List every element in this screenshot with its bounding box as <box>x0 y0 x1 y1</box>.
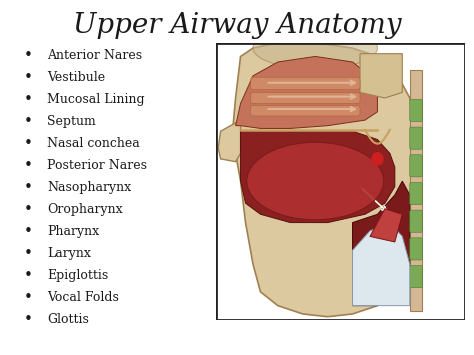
Polygon shape <box>236 56 377 129</box>
Text: Glottis: Glottis <box>47 313 89 326</box>
Polygon shape <box>240 131 395 223</box>
Text: •: • <box>24 202 33 217</box>
FancyBboxPatch shape <box>410 210 422 232</box>
Text: •: • <box>24 114 33 129</box>
Text: •: • <box>24 268 33 283</box>
FancyBboxPatch shape <box>410 182 422 204</box>
FancyBboxPatch shape <box>410 155 422 177</box>
Text: Mucosal Lining: Mucosal Lining <box>47 93 145 105</box>
Text: •: • <box>24 136 33 151</box>
Circle shape <box>371 152 383 166</box>
FancyBboxPatch shape <box>250 92 360 104</box>
Text: Epiglottis: Epiglottis <box>47 269 109 282</box>
Text: Vocal Folds: Vocal Folds <box>47 291 119 304</box>
Text: •: • <box>24 70 33 84</box>
Polygon shape <box>353 223 410 306</box>
Text: •: • <box>24 48 33 62</box>
FancyBboxPatch shape <box>410 127 422 149</box>
Text: Nasal conchea: Nasal conchea <box>47 137 140 149</box>
FancyBboxPatch shape <box>250 77 360 90</box>
Text: •: • <box>24 290 33 305</box>
Polygon shape <box>360 54 402 98</box>
FancyBboxPatch shape <box>250 105 360 116</box>
Text: Anterior Nares: Anterior Nares <box>47 49 143 61</box>
Text: •: • <box>24 180 33 195</box>
Text: •: • <box>24 158 33 173</box>
FancyBboxPatch shape <box>410 99 422 121</box>
Polygon shape <box>233 43 419 317</box>
Polygon shape <box>218 120 240 162</box>
Text: Upper Airway Anatomy: Upper Airway Anatomy <box>73 12 401 39</box>
Polygon shape <box>353 181 410 306</box>
Ellipse shape <box>247 142 383 220</box>
Polygon shape <box>410 70 422 311</box>
Ellipse shape <box>253 27 377 69</box>
FancyBboxPatch shape <box>410 266 422 288</box>
Polygon shape <box>370 209 402 242</box>
Text: •: • <box>24 224 33 239</box>
FancyBboxPatch shape <box>410 238 422 260</box>
Text: Septum: Septum <box>47 115 96 127</box>
Text: Larynx: Larynx <box>47 247 91 260</box>
Text: Posterior Nares: Posterior Nares <box>47 159 147 171</box>
Text: •: • <box>24 246 33 261</box>
Text: Oropharynx: Oropharynx <box>47 203 123 215</box>
Text: Nasopharynx: Nasopharynx <box>47 181 131 193</box>
Text: •: • <box>24 312 33 327</box>
Text: •: • <box>24 92 33 106</box>
Text: Vestibule: Vestibule <box>47 71 106 83</box>
Text: Pharynx: Pharynx <box>47 225 100 237</box>
